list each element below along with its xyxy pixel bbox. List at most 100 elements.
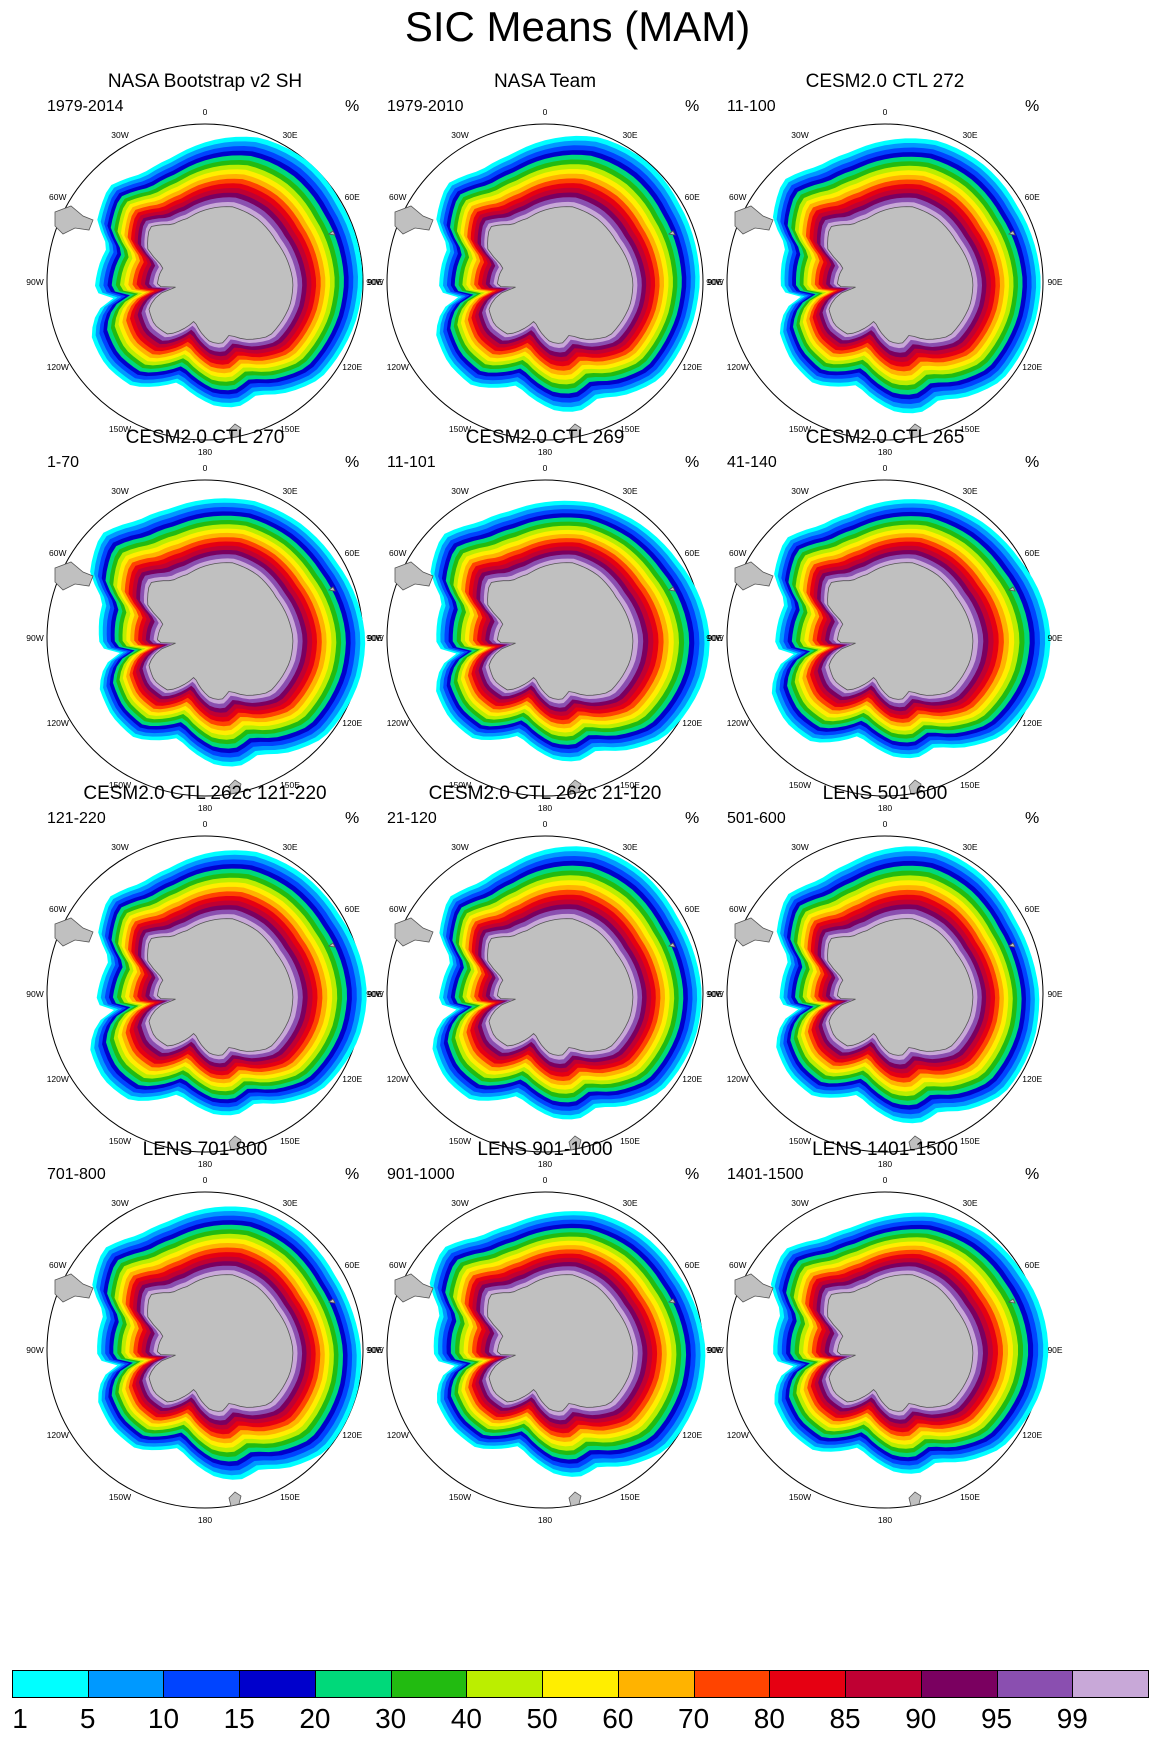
longitude-label: 120W: [727, 1430, 749, 1440]
panel-period: 21-120: [387, 810, 437, 827]
longitude-label: 60E: [685, 548, 700, 558]
colorbar-box: [920, 1670, 998, 1698]
longitude-label: 90E: [1047, 1345, 1062, 1355]
polar-map: 0 30E 60E 90E 120E 150E 180 150W 120W 90W 60W 30W: [706, 1175, 1063, 1525]
longitude-label: 30W: [451, 842, 468, 852]
longitude-label: 0: [203, 819, 208, 829]
panel-unit: %: [345, 98, 360, 115]
colorbar-box: [87, 1670, 165, 1698]
south-america-landmass: [394, 205, 434, 235]
longitude-label: 60E: [1025, 192, 1040, 202]
panel-title: NASA Bootstrap v2 SH: [107, 71, 303, 92]
colorbar-box: [693, 1670, 771, 1698]
longitude-label: 60E: [685, 1260, 700, 1270]
longitude-label: 150E: [280, 424, 300, 434]
south-america-landmass: [734, 917, 774, 947]
island-landmass: [1008, 1298, 1016, 1304]
panel-period: 701-800: [47, 1166, 106, 1183]
longitude-label: 60E: [1025, 904, 1040, 914]
longitude-label: 150W: [449, 424, 471, 434]
island-landmass: [1008, 942, 1016, 948]
longitude-label: 120W: [387, 1074, 409, 1084]
longitude-label: 120W: [47, 362, 69, 372]
longitude-label: 0: [883, 1175, 888, 1185]
antarctica-landmass: [487, 206, 634, 344]
longitude-label: 90W: [706, 1345, 723, 1355]
colorbar-box: [769, 1670, 847, 1698]
longitude-label: 120W: [727, 362, 749, 372]
colorbar-box: [314, 1670, 392, 1698]
polar-map: 0 30E 60E 90E 120E 150E 180 150W 120W 90W 60W 30W: [26, 1175, 383, 1525]
longitude-label: 120E: [342, 1074, 362, 1084]
longitude-label: 90W: [366, 633, 383, 643]
panel-title: CESM2.0 CTL 265: [805, 427, 965, 448]
map-panel: 0 30E 60E 90E 120E 150E 180 150W 120W 90W 60W 30W CE…: [685, 426, 1065, 821]
longitude-label: 120E: [682, 362, 702, 372]
longitude-label: 30W: [111, 486, 128, 496]
map-panel: 0 30E 60E 90E 120E 150E 180 150W 120W 90W 60W 30W NA…: [345, 70, 725, 465]
island-landmass: [668, 586, 676, 592]
longitude-label: 180: [198, 1515, 212, 1525]
longitude-label: 30E: [962, 1198, 977, 1208]
island-landmass: [228, 779, 242, 795]
panel-title: CESM2.0 CTL 262c 121-220: [83, 783, 327, 804]
panel-period: 11-101: [387, 454, 436, 471]
south-america-landmass: [54, 205, 94, 235]
south-america-landmass: [394, 1273, 434, 1303]
island-landmass: [328, 1298, 336, 1304]
longitude-label: 30E: [282, 130, 297, 140]
longitude-label: 30W: [791, 842, 808, 852]
longitude-label: 60E: [1025, 1260, 1040, 1270]
longitude-label: 120W: [387, 1430, 409, 1440]
antarctica-landmass: [147, 918, 294, 1056]
longitude-label: 30W: [451, 130, 468, 140]
south-america-landmass: [54, 561, 94, 591]
longitude-label: 0: [543, 463, 548, 473]
longitude-label: 0: [883, 819, 888, 829]
longitude-label: 180: [198, 1159, 212, 1169]
figure-title: SIC Means (MAM): [404, 3, 751, 50]
longitude-label: 120E: [1022, 1074, 1042, 1084]
longitude-label: 120W: [47, 718, 69, 728]
polar-map: 0 30E 60E 90E 120E 150E 180 150W 120W 90W 60W 30W: [26, 107, 383, 457]
longitude-label: 120W: [727, 1074, 749, 1084]
longitude-label: 0: [203, 463, 208, 473]
longitude-label: 30E: [622, 1198, 637, 1208]
panel-title: LENS 501-600: [822, 783, 948, 804]
colorbar-box: [163, 1670, 241, 1698]
map-panel: 0 30E 60E 90E 120E 150E 180 150W 120W 90W 60W 30W LE…: [5, 1138, 385, 1533]
colorbar-box: [390, 1670, 468, 1698]
longitude-label: 120E: [1022, 1430, 1042, 1440]
longitude-label: 60W: [729, 192, 746, 202]
longitude-label: 90W: [26, 1345, 43, 1355]
longitude-label: 0: [203, 1175, 208, 1185]
panel-unit: %: [1025, 98, 1040, 115]
longitude-label: 90W: [706, 633, 723, 643]
island-landmass: [1008, 586, 1016, 592]
longitude-label: 30W: [451, 486, 468, 496]
island-landmass: [568, 1491, 582, 1507]
longitude-label: 90E: [1047, 989, 1062, 999]
longitude-label: 120W: [727, 718, 749, 728]
panel-title: LENS 1401-1500: [812, 1139, 958, 1160]
map-panel: 0 30E 60E 90E 120E 150E 180 150W 120W 90W 60W 30W NA…: [5, 70, 385, 465]
colorbar: 1 5 10 15 20 30 40 50 60 70 80 85 90 95 99: [12, 1670, 1149, 1738]
longitude-label: 120W: [387, 718, 409, 728]
longitude-label: 30E: [622, 486, 637, 496]
panel-title: CESM2.0 CTL 270: [125, 427, 285, 448]
longitude-label: 90E: [1047, 633, 1062, 643]
panel-title: CESM2.0 CTL 262c 21-120: [428, 783, 662, 804]
longitude-label: 90W: [706, 989, 723, 999]
panel-unit: %: [685, 1166, 700, 1183]
longitude-label: 150E: [280, 1492, 300, 1502]
island-landmass: [668, 942, 676, 948]
longitude-label: 30W: [111, 130, 128, 140]
antarctica-landmass: [827, 206, 974, 344]
longitude-label: 150W: [449, 1136, 471, 1146]
island-landmass: [908, 1491, 922, 1507]
longitude-label: 150W: [109, 780, 131, 790]
island-landmass: [328, 942, 336, 948]
south-america-landmass: [734, 1273, 774, 1303]
longitude-label: 30W: [791, 130, 808, 140]
island-landmass: [568, 1135, 582, 1151]
